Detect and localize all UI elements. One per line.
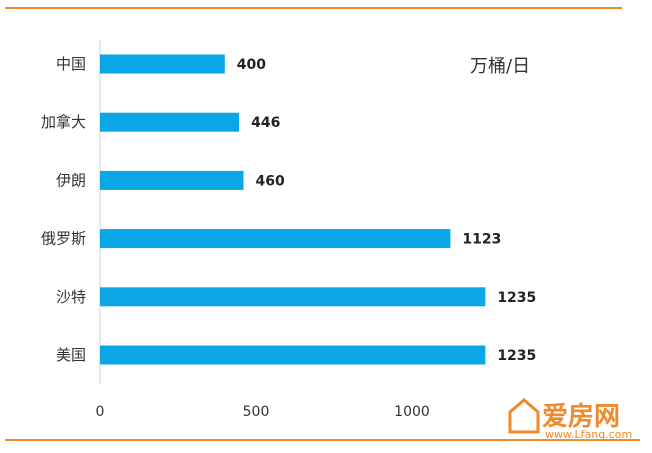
bars-group — [100, 54, 486, 365]
unit-label: 万桶/日 — [470, 56, 530, 77]
x-tick-label-2: 1000 — [394, 404, 430, 420]
bar-5 — [100, 345, 486, 365]
watermark-house-icon — [508, 398, 540, 434]
value-label-2: 460 — [256, 173, 285, 189]
value-label-5: 1235 — [497, 348, 536, 364]
value-label-0: 400 — [237, 57, 266, 73]
x-tick-label-1: 500 — [243, 404, 270, 420]
x-tick-labels: 0 500 1000 — [96, 404, 430, 420]
x-tick-label-0: 0 — [96, 404, 105, 420]
category-label-5: 美国 — [56, 346, 86, 364]
value-label-1: 446 — [251, 115, 280, 131]
bar-4 — [100, 287, 486, 307]
category-label-1: 加拿大 — [41, 113, 86, 131]
category-label-0: 中国 — [56, 55, 86, 73]
value-labels: 400 446 460 1123 1235 1235 — [237, 57, 536, 364]
bar-0 — [100, 54, 225, 74]
bar-1 — [100, 112, 240, 132]
bar-2 — [100, 170, 244, 190]
category-label-2: 伊朗 — [56, 171, 86, 189]
watermark-name: 爱房网 — [542, 402, 620, 432]
category-label-3: 俄罗斯 — [41, 230, 86, 248]
value-label-4: 1235 — [497, 290, 536, 306]
watermark-url: www.Lfang.com — [545, 428, 632, 441]
watermark-logo: 爱房网 www.Lfang.com — [508, 398, 632, 441]
bar-3 — [100, 229, 451, 249]
value-label-3: 1123 — [462, 232, 501, 248]
category-label-4: 沙特 — [56, 288, 86, 306]
